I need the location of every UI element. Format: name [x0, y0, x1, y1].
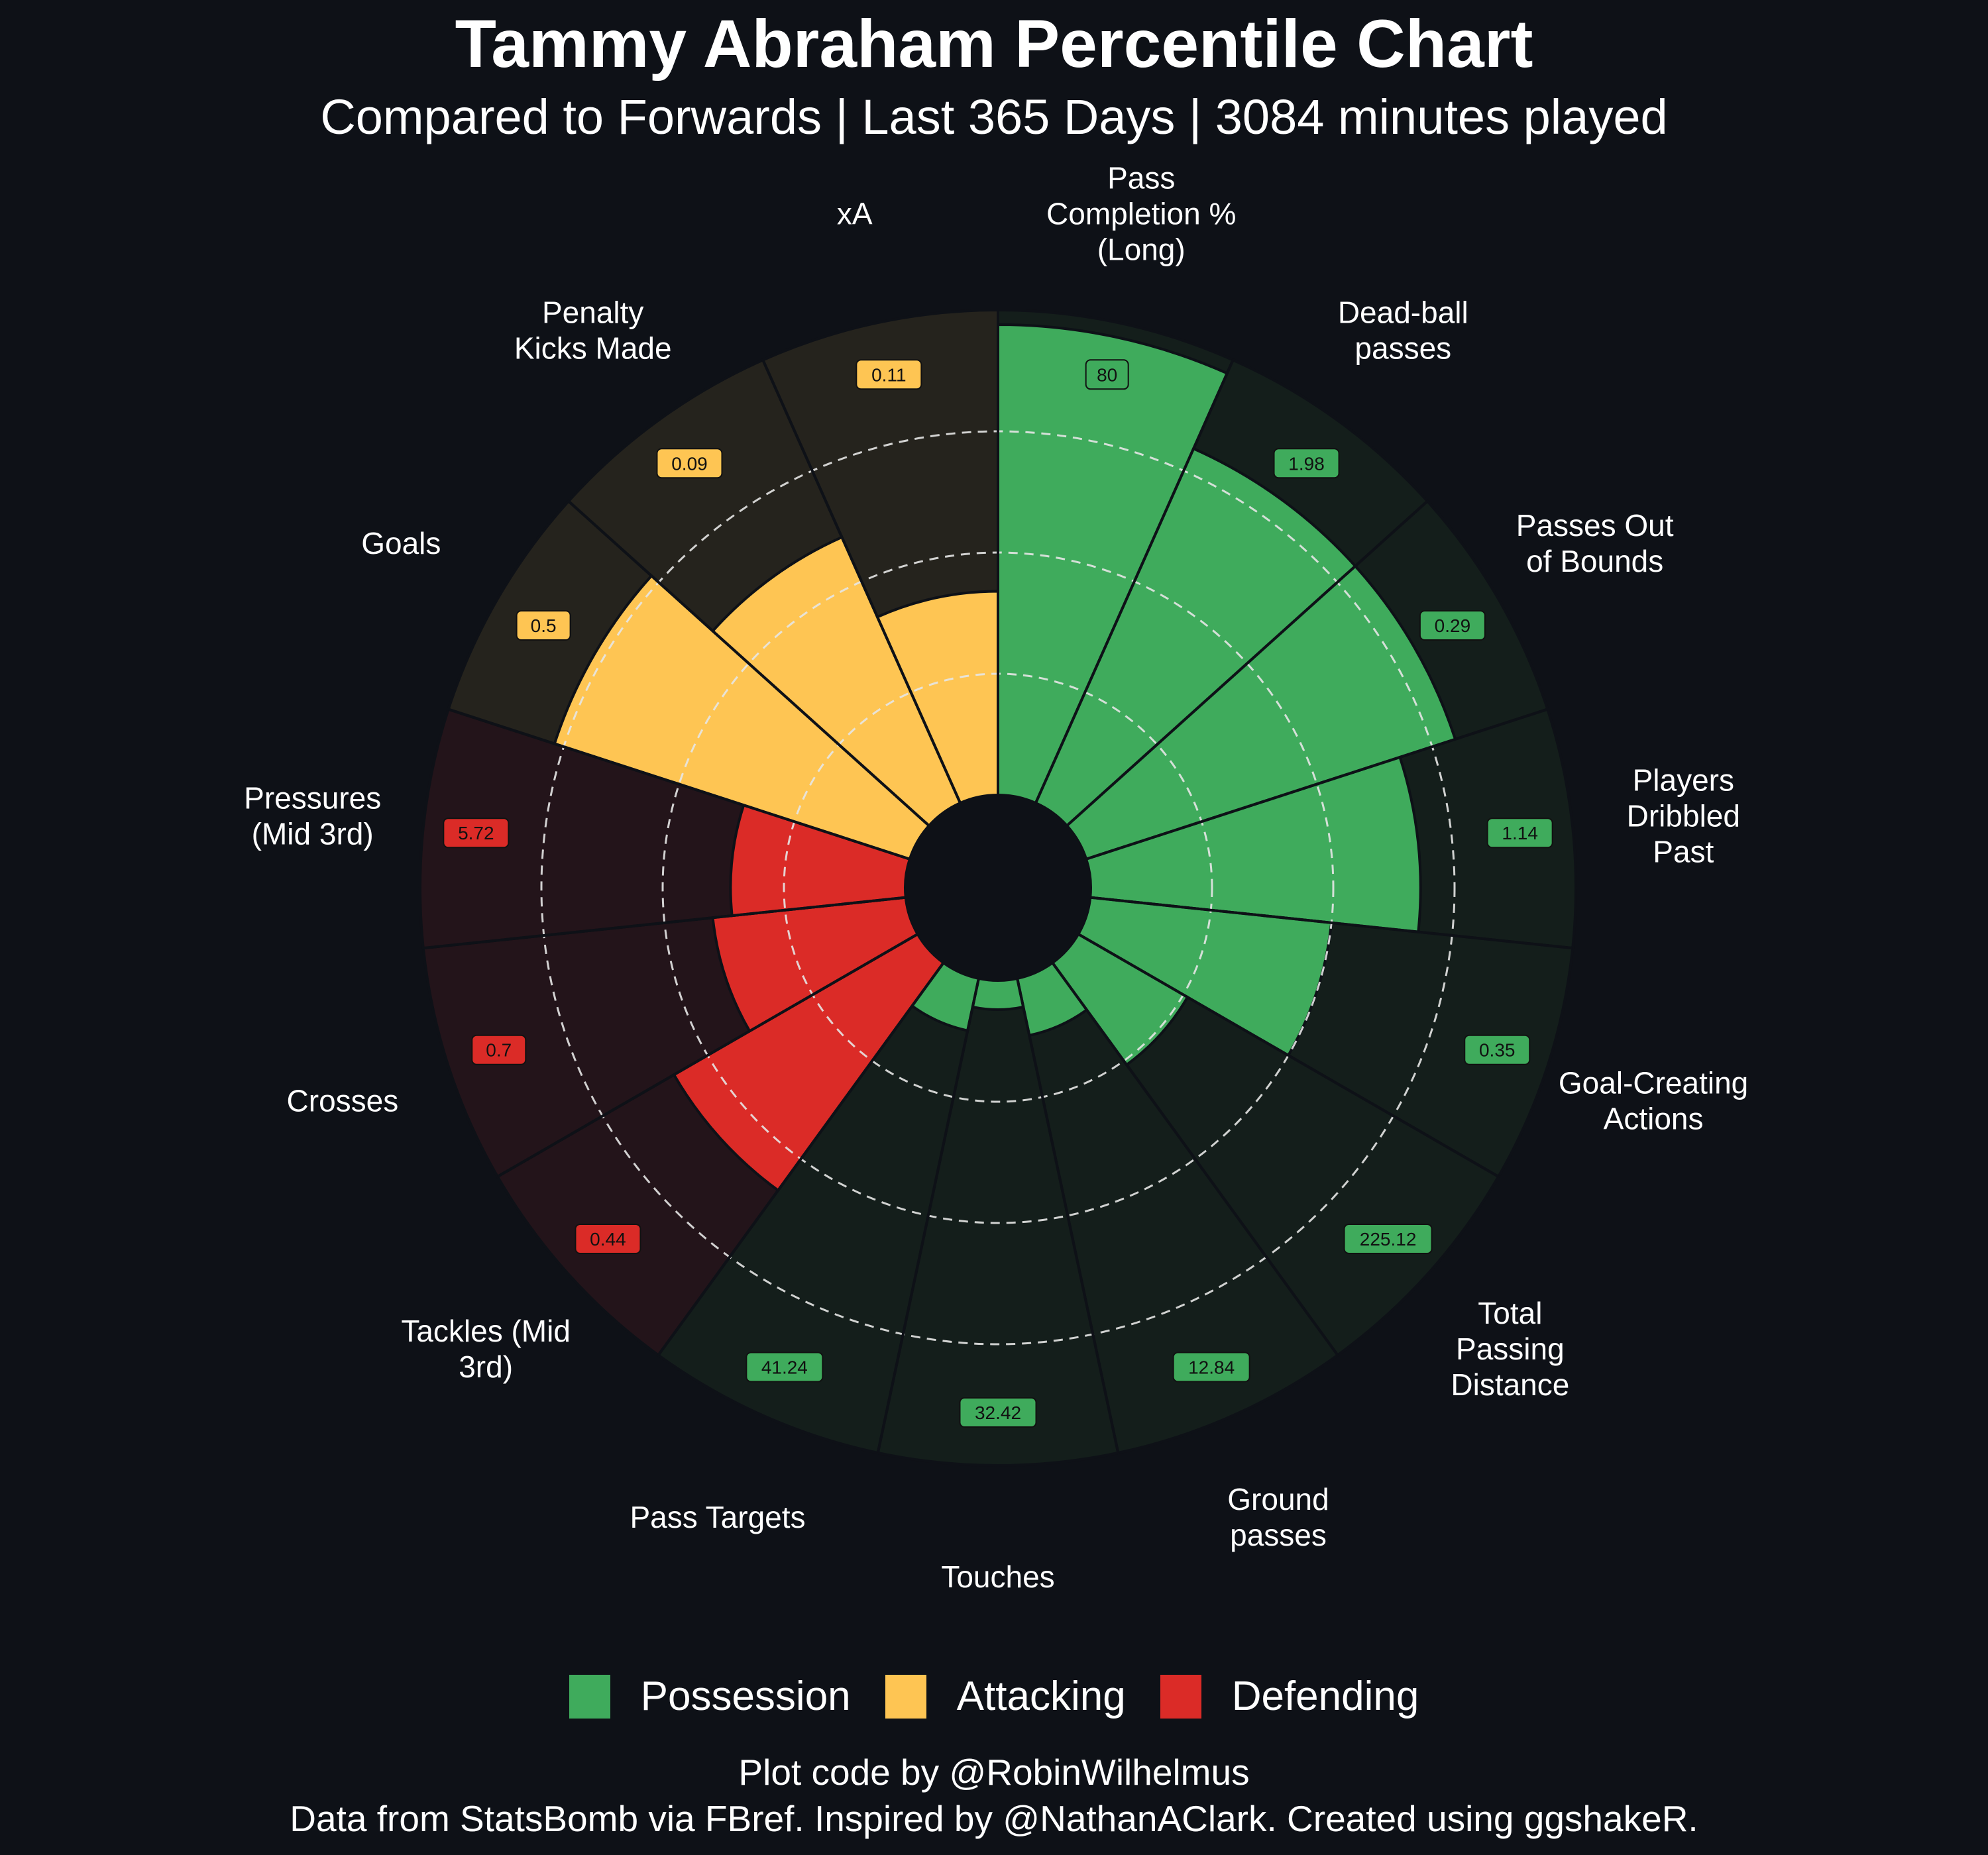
- chart-title: Tammy Abraham Percentile Chart: [455, 6, 1533, 81]
- bar-touches: [971, 977, 1025, 1011]
- value-label-touches: 32.42: [959, 1397, 1037, 1428]
- value-label-box: [471, 1034, 527, 1065]
- separator: [1085, 708, 1548, 861]
- percentile-bars: [553, 323, 1457, 1192]
- value-label-box: [1343, 1223, 1433, 1254]
- category-label-pass-targets: Pass Targets: [630, 1500, 805, 1534]
- value-label-box: [443, 818, 510, 849]
- separator: [1051, 962, 1339, 1356]
- category-label-penalty-kicks-made: Penalty Kicks Made: [514, 295, 672, 366]
- value-label-text: 5.72: [458, 823, 494, 843]
- separator: [1016, 978, 1120, 1454]
- value-label-tackles-mid-3rd: 0.44: [575, 1223, 641, 1254]
- value-label-dead-ball-passes: 1.98: [1273, 448, 1340, 479]
- value-label-crosses: 0.7: [471, 1034, 527, 1065]
- legend: Possession Attacking Defending: [0, 1673, 1988, 1720]
- value-label-passes-out-of-bounds: 0.29: [1419, 610, 1486, 641]
- separator: [761, 359, 962, 804]
- value-labels: 80 1.98 0.29 1.14 0.35 225.12 12.84 32.42 41.24 0…: [443, 359, 1553, 1428]
- value-label-text: 0.7: [486, 1040, 512, 1061]
- value-label-box: [746, 1352, 824, 1383]
- value-label-pass-completion-long: 80: [1085, 359, 1129, 390]
- separator: [876, 978, 980, 1454]
- category-label-touches: Touches: [941, 1560, 1054, 1594]
- polar-chart: 80 1.98 0.29 1.14 0.35 225.12 12.84 32.42 41.24 0…: [244, 161, 1748, 1594]
- value-label-text: 12.84: [1188, 1357, 1235, 1378]
- separator: [423, 896, 906, 950]
- value-label-text: 1.98: [1288, 453, 1325, 474]
- value-label-box: [1486, 818, 1553, 849]
- value-label-box: [575, 1223, 641, 1254]
- value-label-text: 0.09: [671, 453, 708, 474]
- legend-swatch-possession: [569, 1674, 610, 1719]
- value-label-ground-passes: 12.84: [1172, 1352, 1250, 1383]
- value-label-pressures-mid-3rd: 5.72: [443, 818, 510, 849]
- category-labels: Pass Completion % (Long) Dead-ball passes Pas…: [244, 161, 1748, 1594]
- legend-label-possession: Possession: [640, 1673, 851, 1719]
- value-label-box: [656, 448, 723, 479]
- separator: [1034, 359, 1235, 804]
- separator: [657, 962, 945, 1356]
- value-label-text: 0.29: [1435, 615, 1471, 636]
- value-label-text: 32.42: [975, 1403, 1021, 1423]
- category-label-tackles-mid-3rd: Tackles (Mid 3rd): [401, 1314, 571, 1384]
- value-label-players-dribbled-past: 1.14: [1486, 818, 1553, 849]
- value-label-box: [1464, 1034, 1531, 1065]
- value-label-text: 0.35: [1479, 1040, 1516, 1061]
- category-label-pass-completion-long: Pass Completion % (Long): [1046, 161, 1236, 267]
- separator: [448, 708, 911, 861]
- caption: Plot code by @RobinWilhelmus Data from S…: [0, 1749, 1988, 1842]
- category-label-crosses: Crosses: [287, 1083, 399, 1118]
- value-label-box: [959, 1397, 1037, 1428]
- value-label-text: 1.14: [1502, 823, 1538, 843]
- legend-label-attacking: Attacking: [956, 1673, 1126, 1719]
- chart-subtitle: Compared to Forwards | Last 365 Days | 3…: [320, 89, 1668, 144]
- caption-line-1: Plot code by @RobinWilhelmus: [738, 1752, 1250, 1793]
- category-label-xa: xA: [837, 197, 873, 231]
- value-label-text: 0.5: [531, 615, 557, 636]
- caption-line-2: Data from StatsBomb via FBref. Inspired …: [290, 1798, 1698, 1839]
- category-label-goal-creating-actions: Goal-Creating Actions: [1559, 1065, 1748, 1136]
- value-label-box: [1085, 359, 1129, 390]
- value-label-goals: 0.5: [516, 610, 571, 641]
- value-label-xa: 0.11: [856, 359, 922, 390]
- value-label-box: [1419, 610, 1486, 641]
- segment-separators: [423, 310, 1573, 1454]
- separator: [1090, 896, 1573, 950]
- value-label-pass-targets: 41.24: [746, 1352, 824, 1383]
- center-hole: [905, 795, 1091, 980]
- legend-swatch-defending: [1160, 1674, 1201, 1719]
- legend-item-attacking: Attacking: [885, 1673, 1126, 1720]
- value-label-text: 0.44: [590, 1229, 626, 1249]
- value-label-box: [856, 359, 922, 390]
- value-label-text: 225.12: [1360, 1229, 1417, 1249]
- separator: [496, 933, 918, 1178]
- category-label-ground-passes: Ground passes: [1227, 1482, 1329, 1552]
- value-label-box: [1172, 1352, 1250, 1383]
- value-label-box: [1273, 448, 1340, 479]
- category-label-players-dribbled-past: Players Dribbled Past: [1627, 763, 1740, 869]
- value-label-text: 80: [1097, 364, 1117, 385]
- value-label-total-passing-distance: 225.12: [1343, 1223, 1433, 1254]
- category-label-passes-out-of-bounds: Passes Out of Bounds: [1516, 508, 1674, 578]
- value-label-text: 0.11: [871, 364, 906, 385]
- separator: [567, 500, 930, 827]
- category-label-total-passing-distance: Total Passing Distance: [1451, 1296, 1569, 1402]
- value-label-penalty-kicks-made: 0.09: [656, 448, 723, 479]
- separator: [1066, 500, 1429, 827]
- category-label-dead-ball-passes: Dead-ball passes: [1338, 295, 1468, 366]
- legend-item-defending: Defending: [1160, 1673, 1419, 1720]
- category-label-goals: Goals: [361, 526, 441, 560]
- legend-swatch-attacking: [885, 1674, 926, 1719]
- category-label-pressures-mid-3rd: Pressures (Mid 3rd): [244, 780, 381, 851]
- separator: [1077, 933, 1500, 1178]
- value-label-goal-creating-actions: 0.35: [1464, 1034, 1531, 1065]
- value-label-text: 41.24: [761, 1357, 808, 1378]
- legend-label-defending: Defending: [1231, 1673, 1419, 1719]
- legend-item-possession: Possession: [569, 1673, 851, 1720]
- value-label-box: [516, 610, 571, 641]
